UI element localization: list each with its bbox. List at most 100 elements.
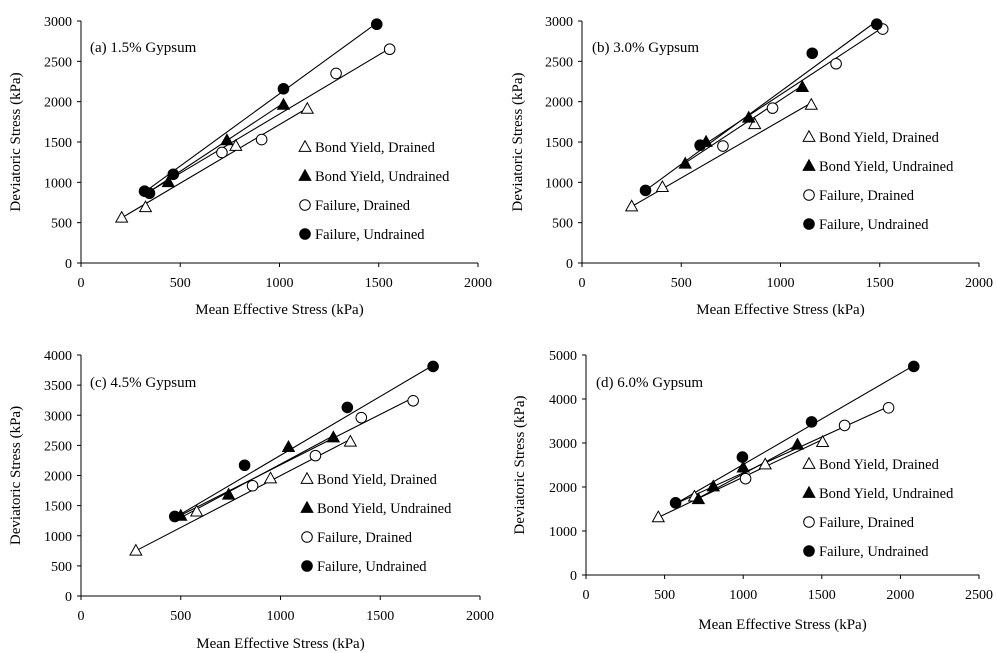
fit-line xyxy=(174,397,414,519)
y-tick-label: 1000 xyxy=(549,525,577,540)
chart-title: (b) 3.0% Gypsum xyxy=(592,40,699,56)
legend-label: Failure, Undrained xyxy=(315,227,425,243)
legend-label: Bond Yield, Undrained xyxy=(819,486,954,502)
data-point xyxy=(276,97,291,110)
legend-marker xyxy=(802,456,816,469)
data-point xyxy=(805,416,818,428)
y-tick-label: 0 xyxy=(566,257,573,272)
legend-marker xyxy=(301,560,313,572)
data-point xyxy=(706,479,721,492)
legend-marker xyxy=(803,189,815,201)
data-point xyxy=(330,67,342,80)
x-tick-label: 500 xyxy=(170,276,191,291)
x-axis-title: Mean Effective Stress (kPa) xyxy=(195,302,363,318)
data-point xyxy=(736,460,750,473)
x-tick-label: 0 xyxy=(579,276,586,291)
data-point xyxy=(741,110,756,123)
y-tick-label: 3000 xyxy=(44,15,72,30)
data-point xyxy=(736,451,749,463)
y-tick-label: 0 xyxy=(570,569,577,584)
x-tick-label: 500 xyxy=(671,276,692,291)
legend-label: Bond Yield, Drained xyxy=(315,140,436,156)
legend-label: Failure, Drained xyxy=(819,188,915,204)
data-point xyxy=(624,199,639,212)
fit-line xyxy=(144,22,378,193)
legend-marker xyxy=(298,139,312,152)
y-tick-label: 2000 xyxy=(545,96,573,111)
data-point xyxy=(263,471,278,484)
data-point xyxy=(221,487,236,500)
chart-panel-4: 0 1000 2000 3000 4000 5000 0 500 1000 1500 2000 250… xyxy=(512,349,993,633)
y-axis-title: Deviatoric Stress (kPa) xyxy=(8,406,24,545)
data-point xyxy=(691,492,706,505)
legend-label: Failure, Undrained xyxy=(819,544,929,560)
legend-marker xyxy=(803,218,815,230)
y-tick-label: 2500 xyxy=(545,55,573,70)
legend-marker xyxy=(802,158,816,171)
data-point xyxy=(795,79,810,92)
data-point xyxy=(138,200,153,213)
legend-label: Failure, Undrained xyxy=(819,217,929,233)
data-point xyxy=(747,117,762,130)
data-point xyxy=(739,472,752,485)
y-tick-label: 3000 xyxy=(545,15,573,30)
data-point xyxy=(341,401,354,414)
data-point xyxy=(167,168,180,181)
data-point xyxy=(870,18,883,31)
chart-panel-3: 0 500 1000 1500 2000 2500 3000 3500 4000 0 500 1000… xyxy=(8,349,494,652)
data-point xyxy=(907,360,920,373)
data-point xyxy=(694,139,706,152)
legend-label: Bond Yield, Drained xyxy=(819,457,940,473)
y-axis-title: Deviatoric Stress (kPa) xyxy=(510,72,526,211)
data-point xyxy=(815,434,830,447)
x-tick-label: 2000 xyxy=(466,609,494,624)
x-axis-title: Mean Effective Stress (kPa) xyxy=(196,636,364,652)
data-point xyxy=(143,187,156,200)
data-point xyxy=(326,430,341,443)
legend-label: Failure, Drained xyxy=(819,515,915,531)
data-point xyxy=(838,419,851,432)
data-point xyxy=(639,184,652,197)
legend-marker xyxy=(301,531,313,543)
x-tick-label: 500 xyxy=(170,609,191,624)
data-point xyxy=(161,175,176,188)
data-point xyxy=(300,101,315,114)
data-point xyxy=(678,156,692,169)
data-point xyxy=(830,57,842,70)
chart-title: (d) 6.0% Gypsum xyxy=(596,375,703,391)
data-point xyxy=(168,510,181,523)
x-tick-label: 1500 xyxy=(808,588,836,603)
x-tick-label: 500 xyxy=(654,588,675,603)
y-tick-label: 2000 xyxy=(44,96,72,111)
data-point xyxy=(766,102,779,114)
y-tick-label: 1000 xyxy=(44,176,72,191)
chart-title: (a) 1.5% Gypsum xyxy=(90,40,197,56)
x-tick-label: 2000 xyxy=(886,588,914,603)
x-tick-label: 0 xyxy=(78,276,85,291)
legend-label: Failure, Drained xyxy=(317,530,413,546)
y-tick-label: 2000 xyxy=(44,470,72,485)
y-tick-label: 500 xyxy=(51,560,72,575)
y-tick-label: 500 xyxy=(552,217,573,232)
legend-label: Failure, Undrained xyxy=(317,559,427,575)
data-point xyxy=(655,179,670,193)
data-point xyxy=(882,402,895,414)
y-tick-label: 4000 xyxy=(44,349,72,364)
y-tick-label: 2500 xyxy=(44,439,72,454)
y-tick-label: 1500 xyxy=(545,136,573,151)
data-point xyxy=(717,140,729,152)
data-point xyxy=(407,394,419,407)
data-point xyxy=(238,459,251,472)
data-point xyxy=(790,437,805,450)
data-point xyxy=(804,97,819,110)
legend-marker xyxy=(803,516,815,528)
data-point xyxy=(343,434,358,447)
data-point xyxy=(281,439,296,453)
y-axis-title: Deviatoric Stress (kPa) xyxy=(512,395,528,534)
y-tick-label: 3000 xyxy=(44,409,72,424)
data-point xyxy=(758,457,772,470)
fit-line xyxy=(144,47,390,195)
legend-label: Bond Yield, Undrained xyxy=(819,159,954,175)
x-tick-label: 2000 xyxy=(464,276,492,291)
chart-panel-2: 0 500 1000 1500 2000 2500 3000 0 500 1000 1500 2000… xyxy=(510,15,993,318)
